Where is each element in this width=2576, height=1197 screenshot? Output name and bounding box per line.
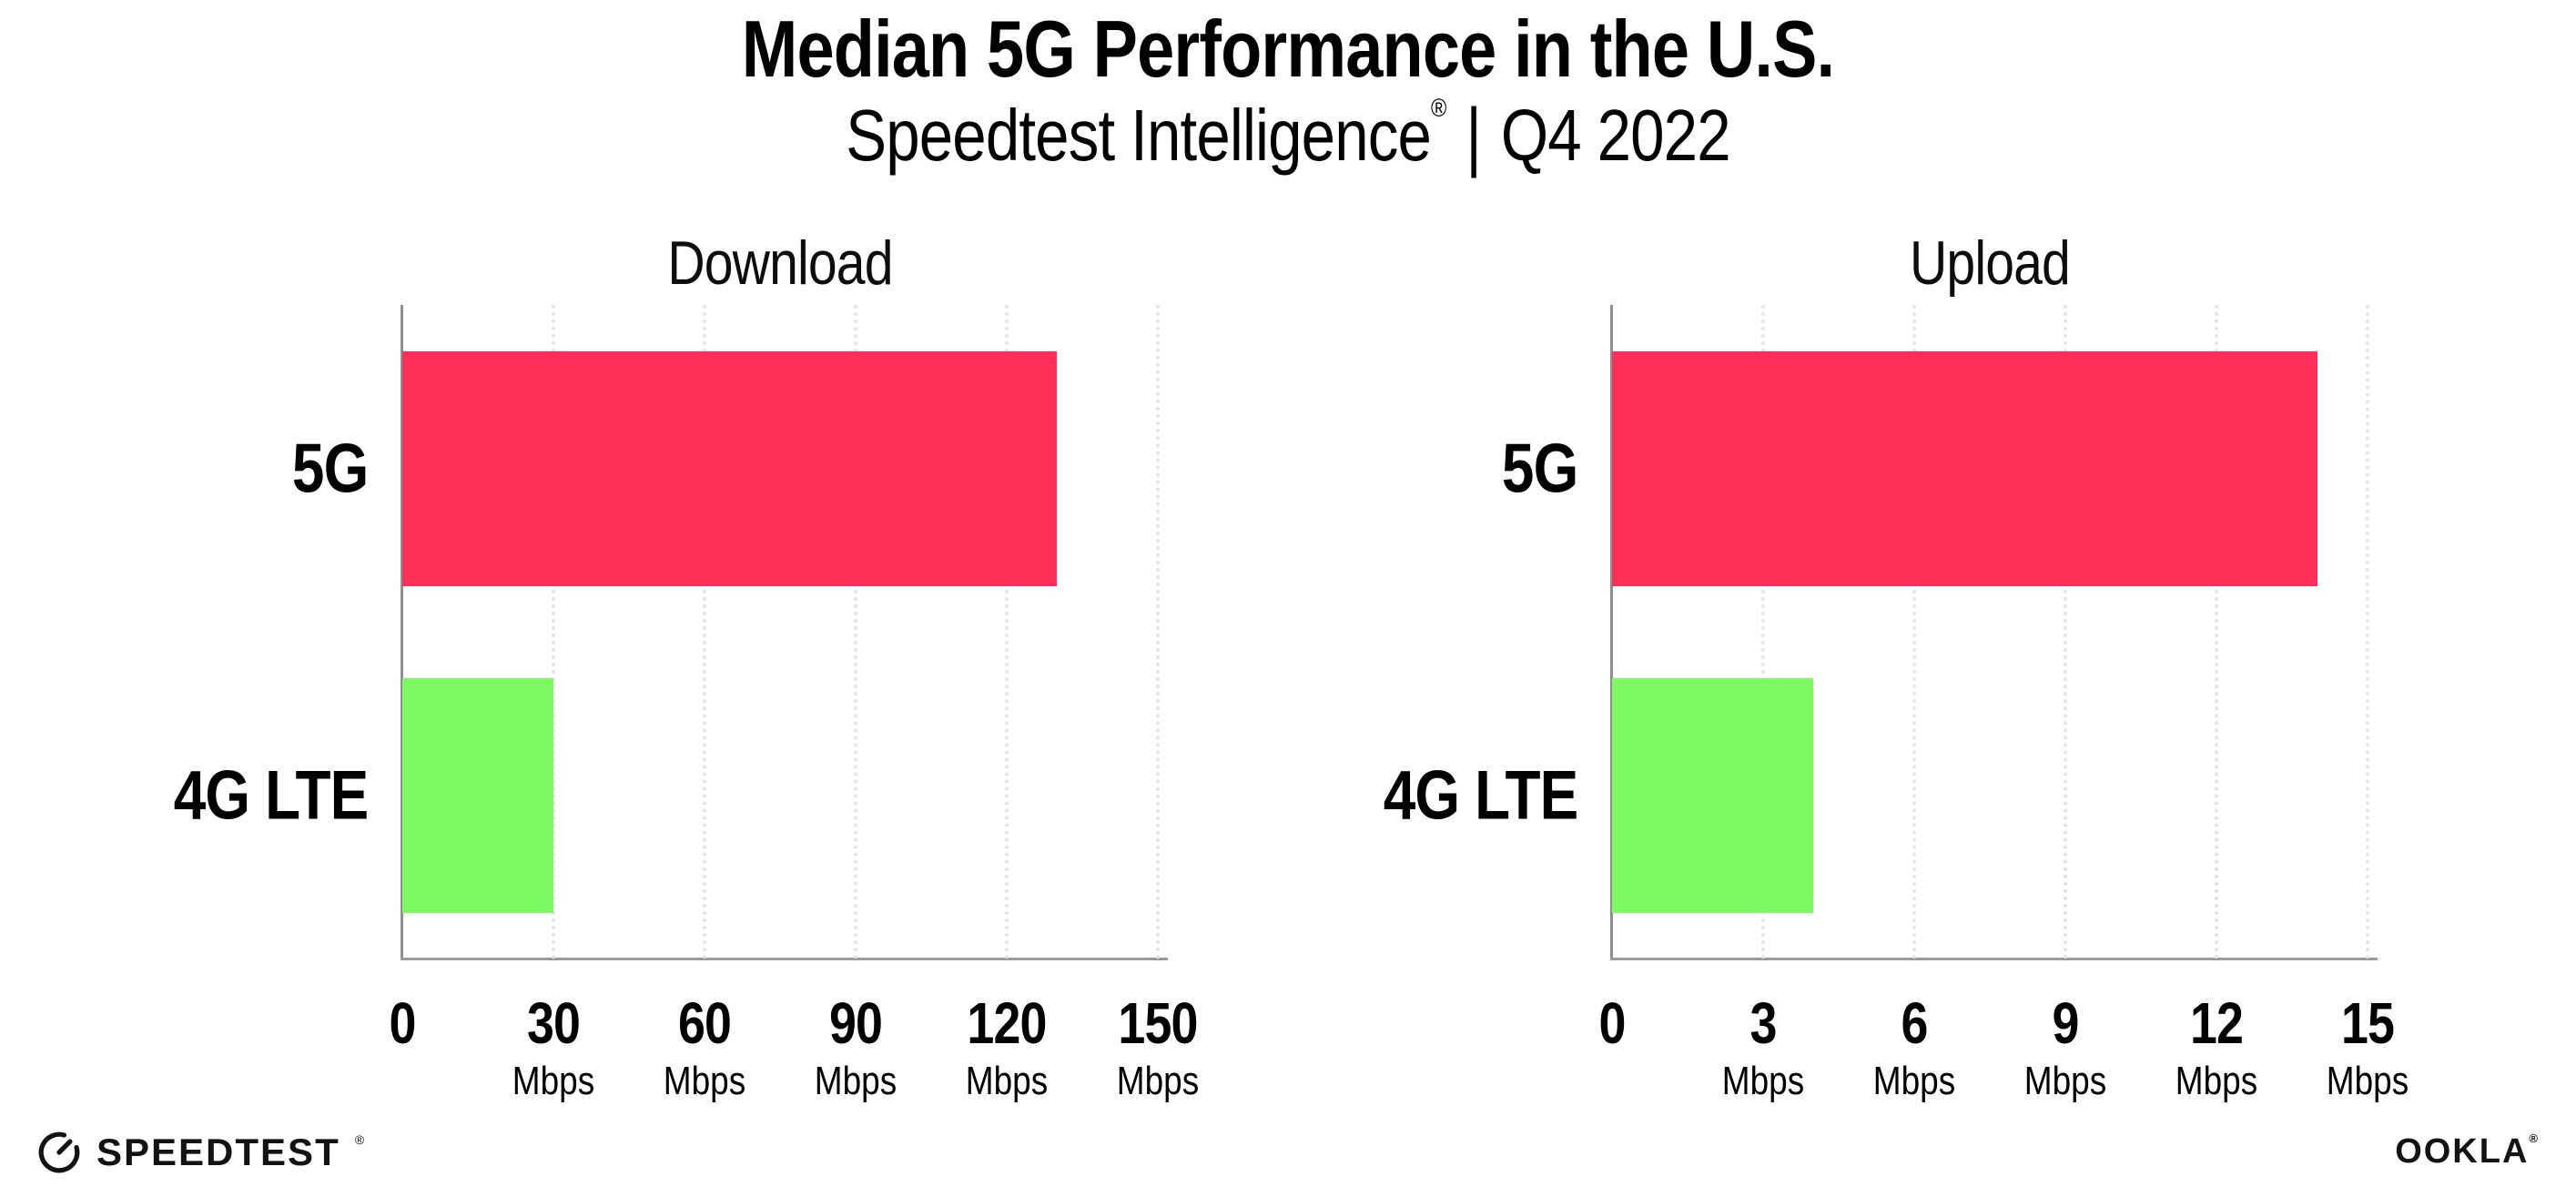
x-tick-value: 60 — [677, 990, 732, 1056]
x-tick: 9 Mbps — [2016, 994, 2115, 1101]
bar-5g — [402, 350, 1058, 586]
x-tick: 12 Mbps — [2167, 994, 2266, 1101]
bar-5g — [1612, 350, 2317, 586]
x-tick-value: 12 — [2189, 990, 2244, 1056]
registered-mark: ® — [1431, 94, 1446, 122]
x-tick-value: 30 — [526, 990, 581, 1056]
speedtest-gauge-icon — [38, 1131, 80, 1173]
x-tick-value: 15 — [2340, 990, 2395, 1056]
x-axis-ticks: 0 3 Mbps 6 Mbps 9 Mbps 12 Mbps 15 Mbps — [1598, 994, 2409, 1131]
gridline — [1761, 305, 1765, 959]
x-tick: 0 — [1597, 994, 1628, 1052]
category-label-text: 5G — [1501, 430, 1578, 508]
speedtest-logo: SPEEDTEST ® — [36, 1130, 364, 1175]
x-tick-unit: Mbps — [512, 1059, 595, 1103]
x-tick: 6 Mbps — [1865, 994, 1963, 1101]
speedtest-registered-mark: ® — [354, 1132, 365, 1147]
x-tick-unit: Mbps — [663, 1059, 746, 1103]
category-label-text: 4G LTE — [173, 756, 369, 835]
gridline — [2064, 305, 2067, 959]
category-label-5g: 5G — [278, 429, 369, 508]
x-tick-value: 6 — [1901, 990, 1928, 1056]
gridline — [1912, 305, 1916, 959]
ookla-logo: OOKLA® — [2395, 1131, 2540, 1172]
subtitle-separator: | — [1465, 92, 1481, 178]
category-label-4g-lte: 4G LTE — [137, 756, 369, 836]
download-chart: Download 5G 4G LTE 0 30 Mbps 60 Mbps 90 Mbps 120… — [146, 218, 1199, 1138]
x-tick-unit: Mbps — [965, 1059, 1049, 1103]
page-title-text: Median 5G Performance in the U.S. — [741, 4, 1835, 94]
x-tick-unit: Mbps — [1872, 1059, 1956, 1103]
upload-chart: Upload 5G 4G LTE 0 3 Mbps 6 Mbps 9 Mbps 12 Mbps 15… — [1355, 218, 2409, 1138]
category-label-text: 4G LTE — [1383, 756, 1578, 835]
gridline — [2215, 305, 2218, 959]
category-label-5g: 5G — [1487, 429, 1578, 508]
y-axis — [401, 305, 403, 959]
x-tick-value: 0 — [389, 990, 416, 1056]
x-tick-unit: Mbps — [2326, 1059, 2409, 1103]
category-label-text: 5G — [291, 430, 369, 508]
subtitle-period: Q4 2022 — [1500, 95, 1731, 176]
plot-area — [1610, 305, 2378, 960]
gridline — [2366, 305, 2369, 959]
x-tick: 60 Mbps — [655, 994, 754, 1101]
gridline — [1005, 305, 1009, 959]
bar-4g-lte — [402, 678, 553, 914]
x-tick-value: 120 — [967, 990, 1047, 1056]
chart-title-upload: Upload — [1910, 228, 2071, 298]
x-tick: 90 Mbps — [806, 994, 905, 1101]
category-labels: 5G 4G LTE — [1355, 305, 1578, 959]
x-tick: 0 — [387, 994, 419, 1052]
ookla-registered-mark: ® — [2529, 1131, 2540, 1145]
gridline — [552, 305, 555, 959]
category-label-4g-lte: 4G LTE — [1346, 756, 1578, 836]
x-tick: 120 Mbps — [958, 994, 1056, 1101]
x-axis — [1610, 958, 2378, 960]
x-tick-unit: Mbps — [1721, 1059, 1805, 1103]
subtitle-brand: Speedtest Intelligence — [846, 95, 1432, 176]
gridline — [1156, 305, 1160, 959]
x-tick-value: 0 — [1598, 990, 1626, 1056]
y-axis — [1610, 305, 1613, 959]
x-tick-unit: Mbps — [814, 1059, 898, 1103]
x-axis — [401, 958, 1168, 960]
x-tick: 150 Mbps — [1109, 994, 1207, 1101]
x-tick-value: 90 — [828, 990, 883, 1056]
x-axis-ticks: 0 30 Mbps 60 Mbps 90 Mbps 120 Mbps 150 Mbps — [389, 994, 1199, 1131]
x-tick-value: 3 — [1749, 990, 1777, 1056]
chart-title-download: Download — [667, 228, 893, 298]
x-tick: 30 Mbps — [504, 994, 603, 1101]
bar-4g-lte — [1612, 678, 1814, 914]
page-title: Median 5G Performance in the U.S. — [0, 5, 2576, 94]
x-tick-unit: Mbps — [1116, 1059, 1200, 1103]
gridline — [854, 305, 857, 959]
x-tick-value: 150 — [1118, 990, 1198, 1056]
page-subtitle-text: Speedtest Intelligence® | Q4 2022 — [206, 92, 2369, 178]
speedtest-wordmark: SPEEDTEST — [96, 1131, 340, 1173]
ookla-wordmark: OOKLA — [2395, 1132, 2530, 1171]
page-subtitle: Speedtest Intelligence® | Q4 2022 — [0, 92, 2576, 178]
gridline — [703, 305, 706, 959]
x-tick-unit: Mbps — [2023, 1059, 2107, 1103]
plot-area — [401, 305, 1168, 960]
x-tick-value: 9 — [2052, 990, 2079, 1056]
x-tick-unit: Mbps — [2175, 1059, 2258, 1103]
category-labels: 5G 4G LTE — [146, 305, 369, 959]
x-tick: 15 Mbps — [2318, 994, 2417, 1101]
x-tick: 3 Mbps — [1714, 994, 1812, 1101]
